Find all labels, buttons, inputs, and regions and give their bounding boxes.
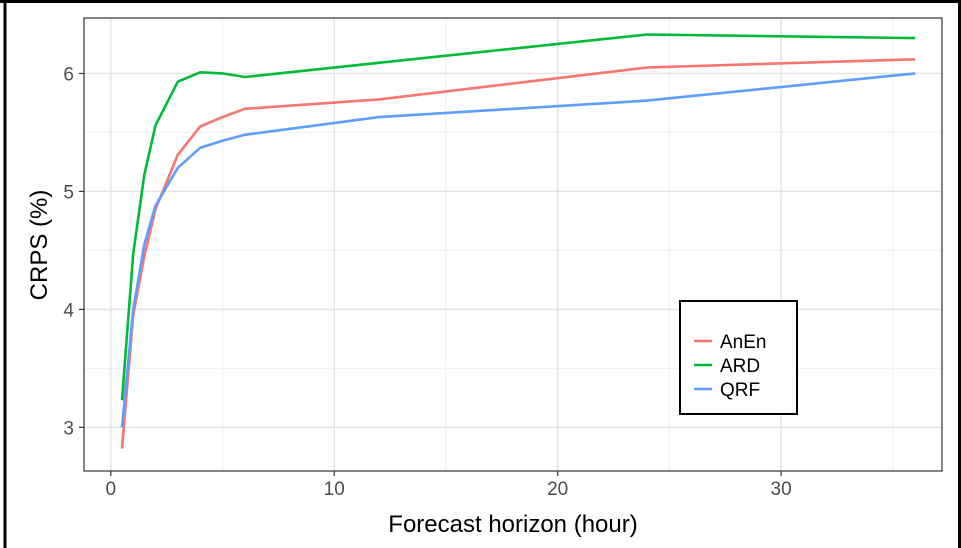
series-line-qrf [120,72,916,428]
y-axis: 3 4 5 6 [63,64,84,439]
x-tick-label: 30 [771,479,792,500]
legend-box [679,300,798,415]
plot-panel-border [83,17,943,472]
series-line-ard [120,33,916,401]
grid-minor [84,18,942,471]
x-tick-label: 20 [547,479,568,500]
series-lines [120,33,916,449]
x-tick-label: 0 [106,479,117,500]
y-tick-label: 6 [63,64,74,85]
legend: AnEn ARD QRF [679,300,798,415]
series-line-anen [120,58,916,449]
y-tick-label: 5 [63,182,74,203]
y-tick-label: 4 [63,300,74,321]
y-tick-label: 3 [63,418,74,439]
legend-label-anen: AnEn [720,332,766,353]
legend-label-ard: ARD [720,356,760,377]
y-axis-title: CRPS (%) [26,190,53,301]
x-tick-label: 10 [324,479,345,500]
legend-label-qrf: QRF [720,380,760,401]
x-axis-title: Forecast horizon (hour) [388,511,637,538]
x-axis: 0 10 20 30 [106,471,792,500]
